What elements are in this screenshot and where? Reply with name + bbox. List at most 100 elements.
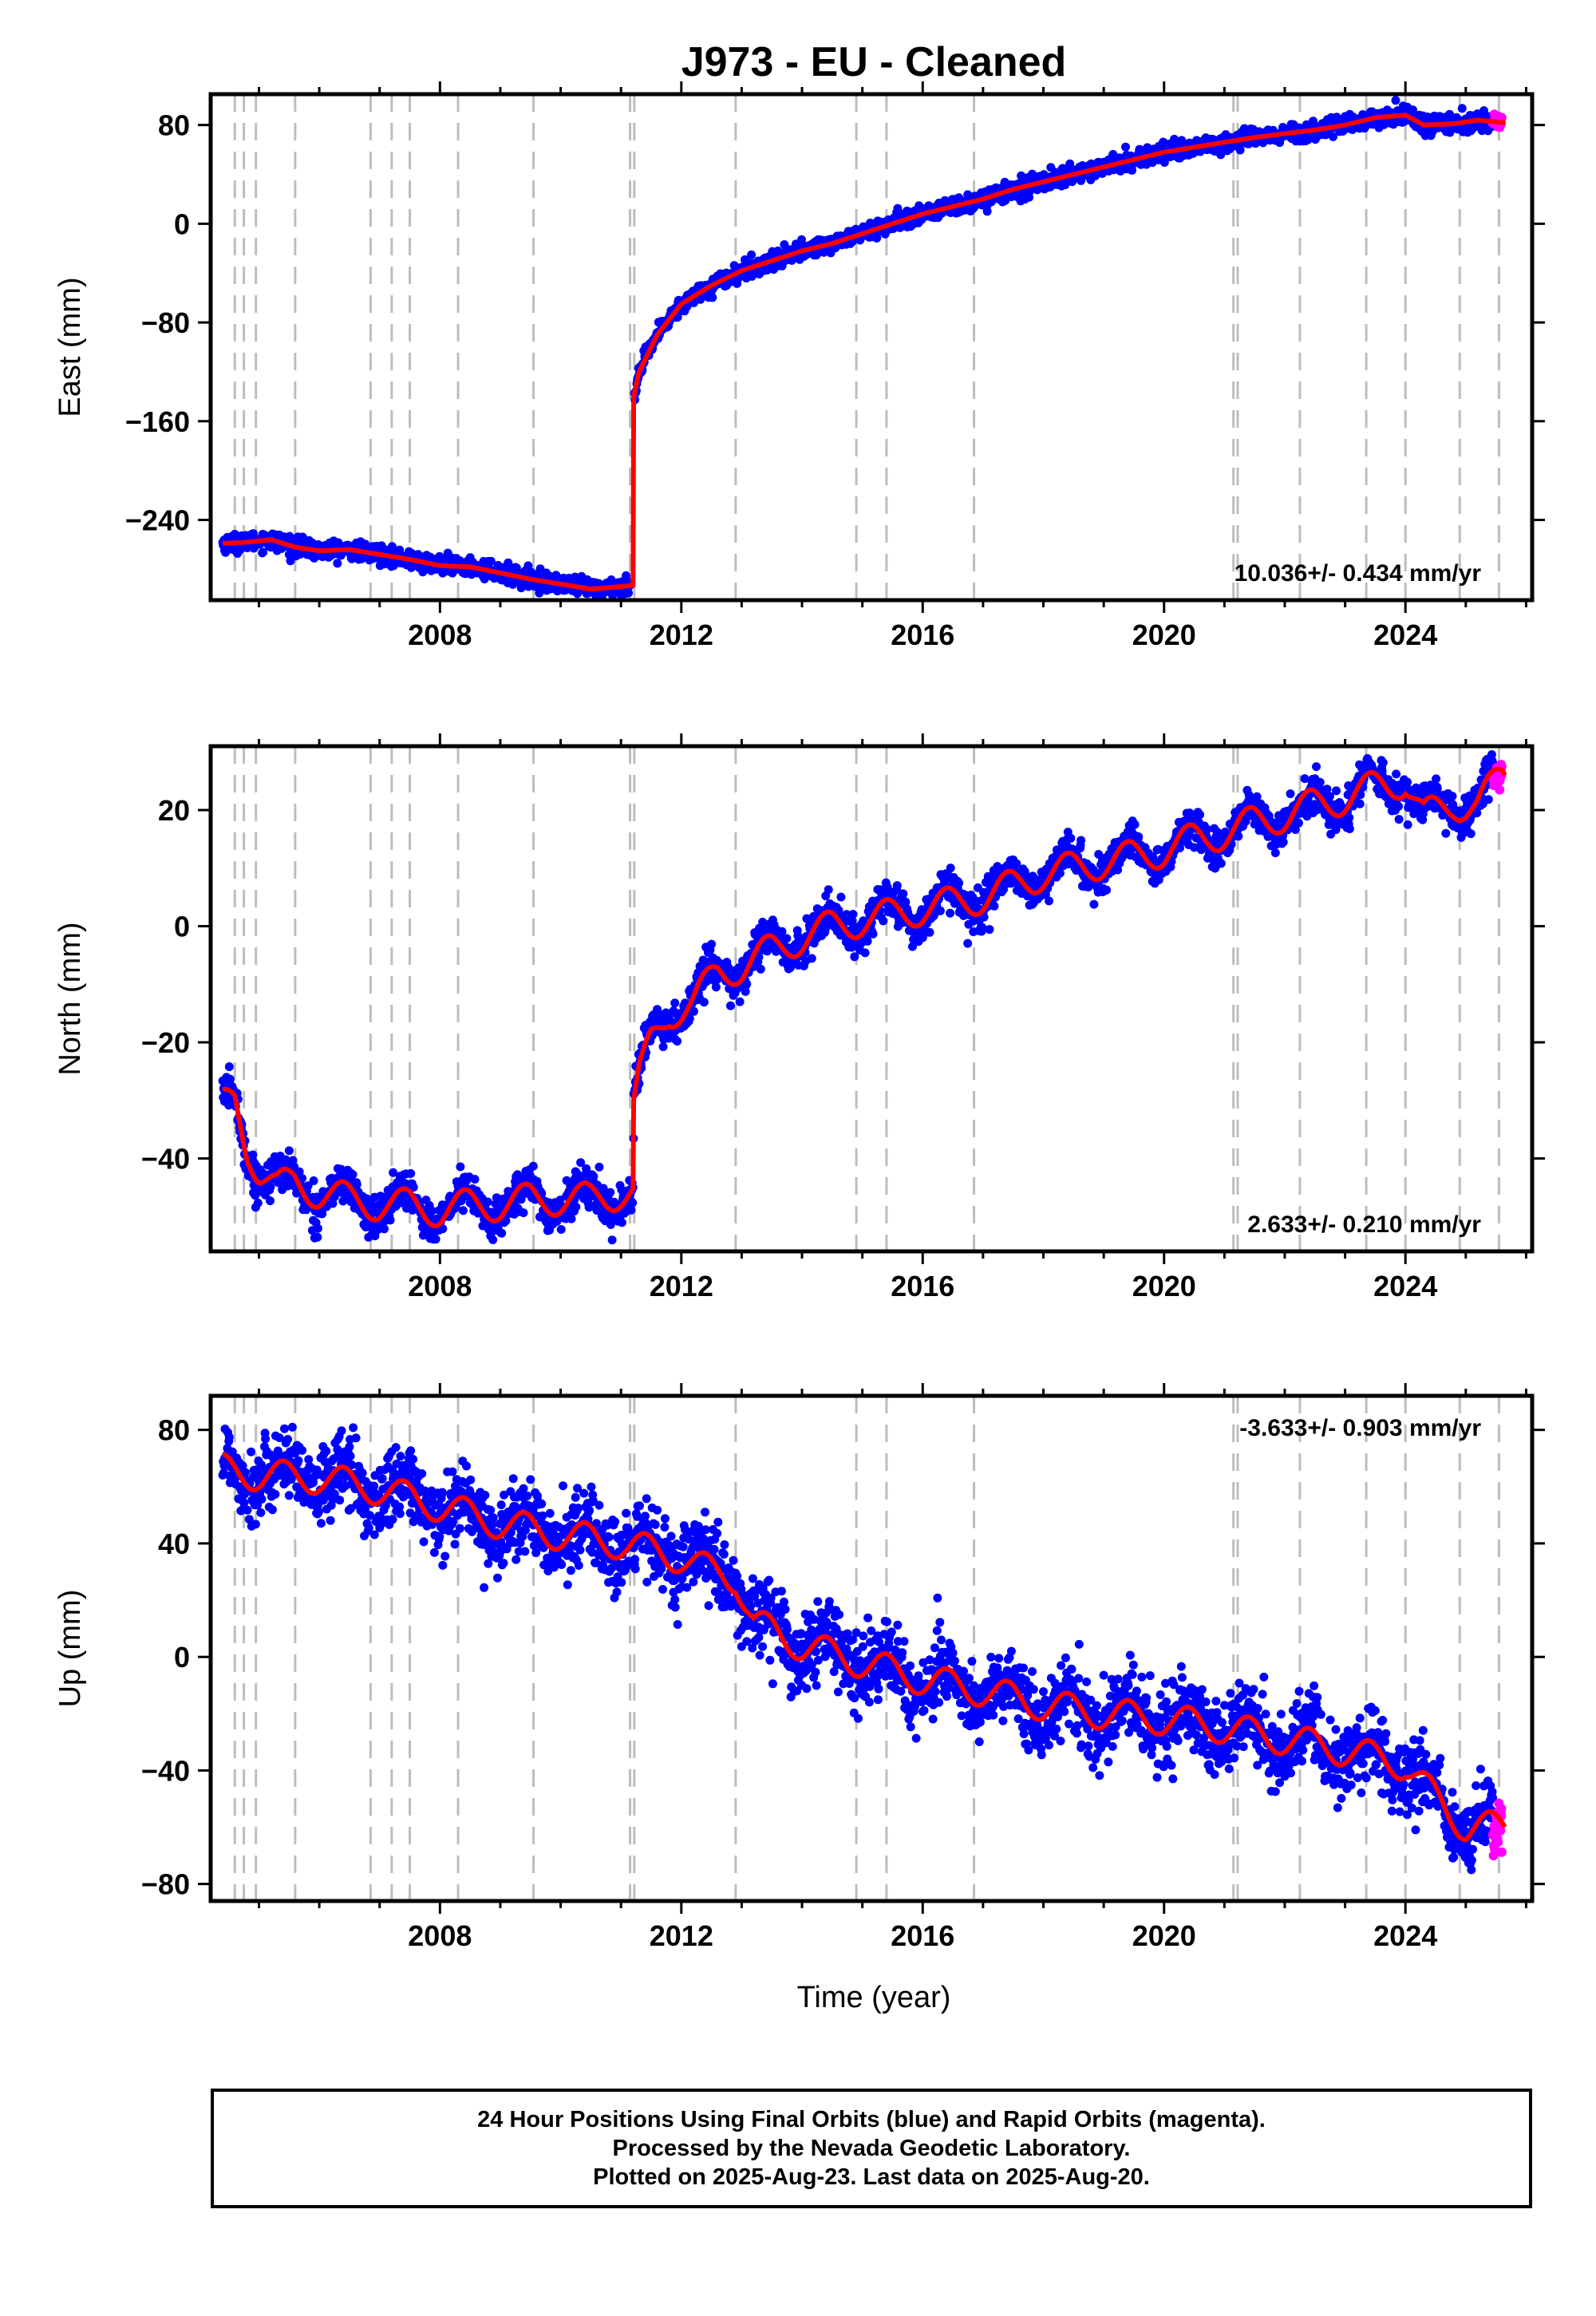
- final-orbit-point: [699, 998, 709, 1007]
- final-orbit-point: [892, 881, 902, 891]
- final-orbit-point: [1391, 96, 1400, 105]
- final-orbit-point: [658, 1042, 668, 1052]
- final-orbit-point: [589, 1172, 598, 1181]
- final-orbit-point: [528, 1161, 538, 1171]
- final-orbit-point: [1159, 158, 1169, 167]
- final-orbit-point: [860, 948, 870, 958]
- final-orbit-point: [872, 233, 882, 243]
- y-tick-label: −240: [125, 504, 190, 536]
- final-orbit-point: [946, 908, 955, 918]
- final-orbit-point: [978, 923, 987, 932]
- final-orbit-point: [747, 250, 757, 259]
- x-tick-label: 2024: [1373, 619, 1437, 651]
- x-tick-label: 2008: [408, 619, 472, 651]
- plot-area: [218, 746, 1507, 1251]
- final-orbit-point: [571, 1202, 581, 1211]
- final-orbit-point: [689, 1006, 698, 1016]
- final-orbit-point: [982, 207, 992, 216]
- final-orbit-point: [1121, 142, 1130, 152]
- x-tick-label: 2020: [1132, 619, 1196, 651]
- final-orbit-point: [670, 998, 680, 1008]
- x-tick-label: 2016: [891, 619, 954, 651]
- final-orbit-point: [497, 1228, 507, 1238]
- final-orbit-point: [352, 1180, 361, 1189]
- final-orbit-point: [486, 556, 496, 566]
- final-orbit-point: [328, 1199, 338, 1208]
- final-orbit-point: [385, 1215, 395, 1225]
- final-orbit-point: [333, 559, 342, 568]
- final-orbit-points: [218, 750, 1498, 1245]
- final-orbit-point: [726, 1001, 735, 1010]
- final-orbit-point: [294, 1167, 304, 1176]
- final-orbit-point: [1055, 868, 1065, 878]
- final-orbit-point: [868, 929, 878, 939]
- final-orbit-point: [954, 879, 964, 887]
- final-orbit-point: [406, 1168, 416, 1178]
- final-orbit-point: [985, 925, 994, 935]
- final-orbit-point: [836, 892, 846, 902]
- final-orbit-point: [298, 1174, 307, 1183]
- final-orbit-point: [1216, 150, 1226, 160]
- final-orbit-point: [606, 1188, 615, 1197]
- final-orbit-point: [756, 964, 765, 974]
- final-orbit-point: [1077, 836, 1086, 845]
- final-orbit-point: [626, 1205, 636, 1215]
- final-orbit-point: [673, 1037, 682, 1046]
- final-orbit-point: [707, 939, 717, 949]
- rate-label: 10.036+/- 0.434 mm/yr: [1235, 560, 1482, 587]
- y-tick-label: −80: [141, 306, 190, 339]
- final-orbit-point: [259, 547, 268, 557]
- final-orbit-point: [313, 1232, 322, 1242]
- final-orbit-point: [253, 1198, 263, 1207]
- final-orbit-point: [1102, 885, 1112, 895]
- final-orbit-point: [431, 1235, 440, 1244]
- final-orbit-point: [266, 1196, 275, 1206]
- final-orbit-point: [309, 1176, 318, 1185]
- final-orbit-point: [595, 1162, 604, 1172]
- final-orbit-point: [1130, 820, 1140, 829]
- final-orbit-point: [963, 939, 973, 948]
- final-orbit-point: [1066, 833, 1076, 843]
- final-orbit-point: [990, 901, 999, 911]
- final-orbit-point: [567, 1214, 576, 1223]
- final-orbit-point: [925, 927, 934, 937]
- final-orbit-point: [735, 997, 745, 1006]
- final-orbit-point: [782, 934, 792, 943]
- y-axis-label: East (mm): [53, 277, 87, 417]
- final-orbit-point: [946, 864, 955, 873]
- final-orbit-point: [607, 1235, 617, 1245]
- final-orbit-point: [1045, 896, 1053, 906]
- final-orbit-point: [624, 588, 633, 598]
- model-fit-line: [222, 113, 1505, 592]
- final-orbit-point: [617, 1218, 626, 1227]
- final-orbit-point: [248, 1150, 258, 1160]
- x-tick-label: 2012: [650, 619, 713, 651]
- final-orbit-point: [470, 1175, 480, 1184]
- plot-frame: [208, 92, 1535, 603]
- final-orbit-point: [224, 1062, 234, 1072]
- chart-title: J973 - EU - Cleaned: [681, 39, 1067, 85]
- final-orbit-point: [266, 1182, 275, 1192]
- final-orbit-point: [380, 1224, 389, 1234]
- final-orbit-point: [519, 1208, 528, 1218]
- final-orbit-point: [284, 1146, 294, 1156]
- y-tick-label: −160: [125, 405, 190, 438]
- final-orbit-point: [1235, 145, 1245, 155]
- y-tick-label: 80: [158, 109, 190, 142]
- final-orbit-point: [523, 561, 533, 571]
- final-orbit-point: [708, 293, 717, 302]
- final-orbit-point: [456, 1162, 465, 1172]
- final-orbit-point: [935, 906, 945, 915]
- final-orbit-point: [483, 1197, 492, 1207]
- plot-area: [218, 94, 1507, 600]
- final-orbit-point: [1457, 104, 1467, 113]
- final-orbit-point: [848, 910, 858, 919]
- final-orbit-point: [807, 954, 816, 963]
- final-orbit-point: [458, 1206, 468, 1215]
- final-orbit-point: [1134, 832, 1144, 841]
- final-orbit-point: [488, 1235, 498, 1244]
- final-orbit-point: [879, 916, 888, 926]
